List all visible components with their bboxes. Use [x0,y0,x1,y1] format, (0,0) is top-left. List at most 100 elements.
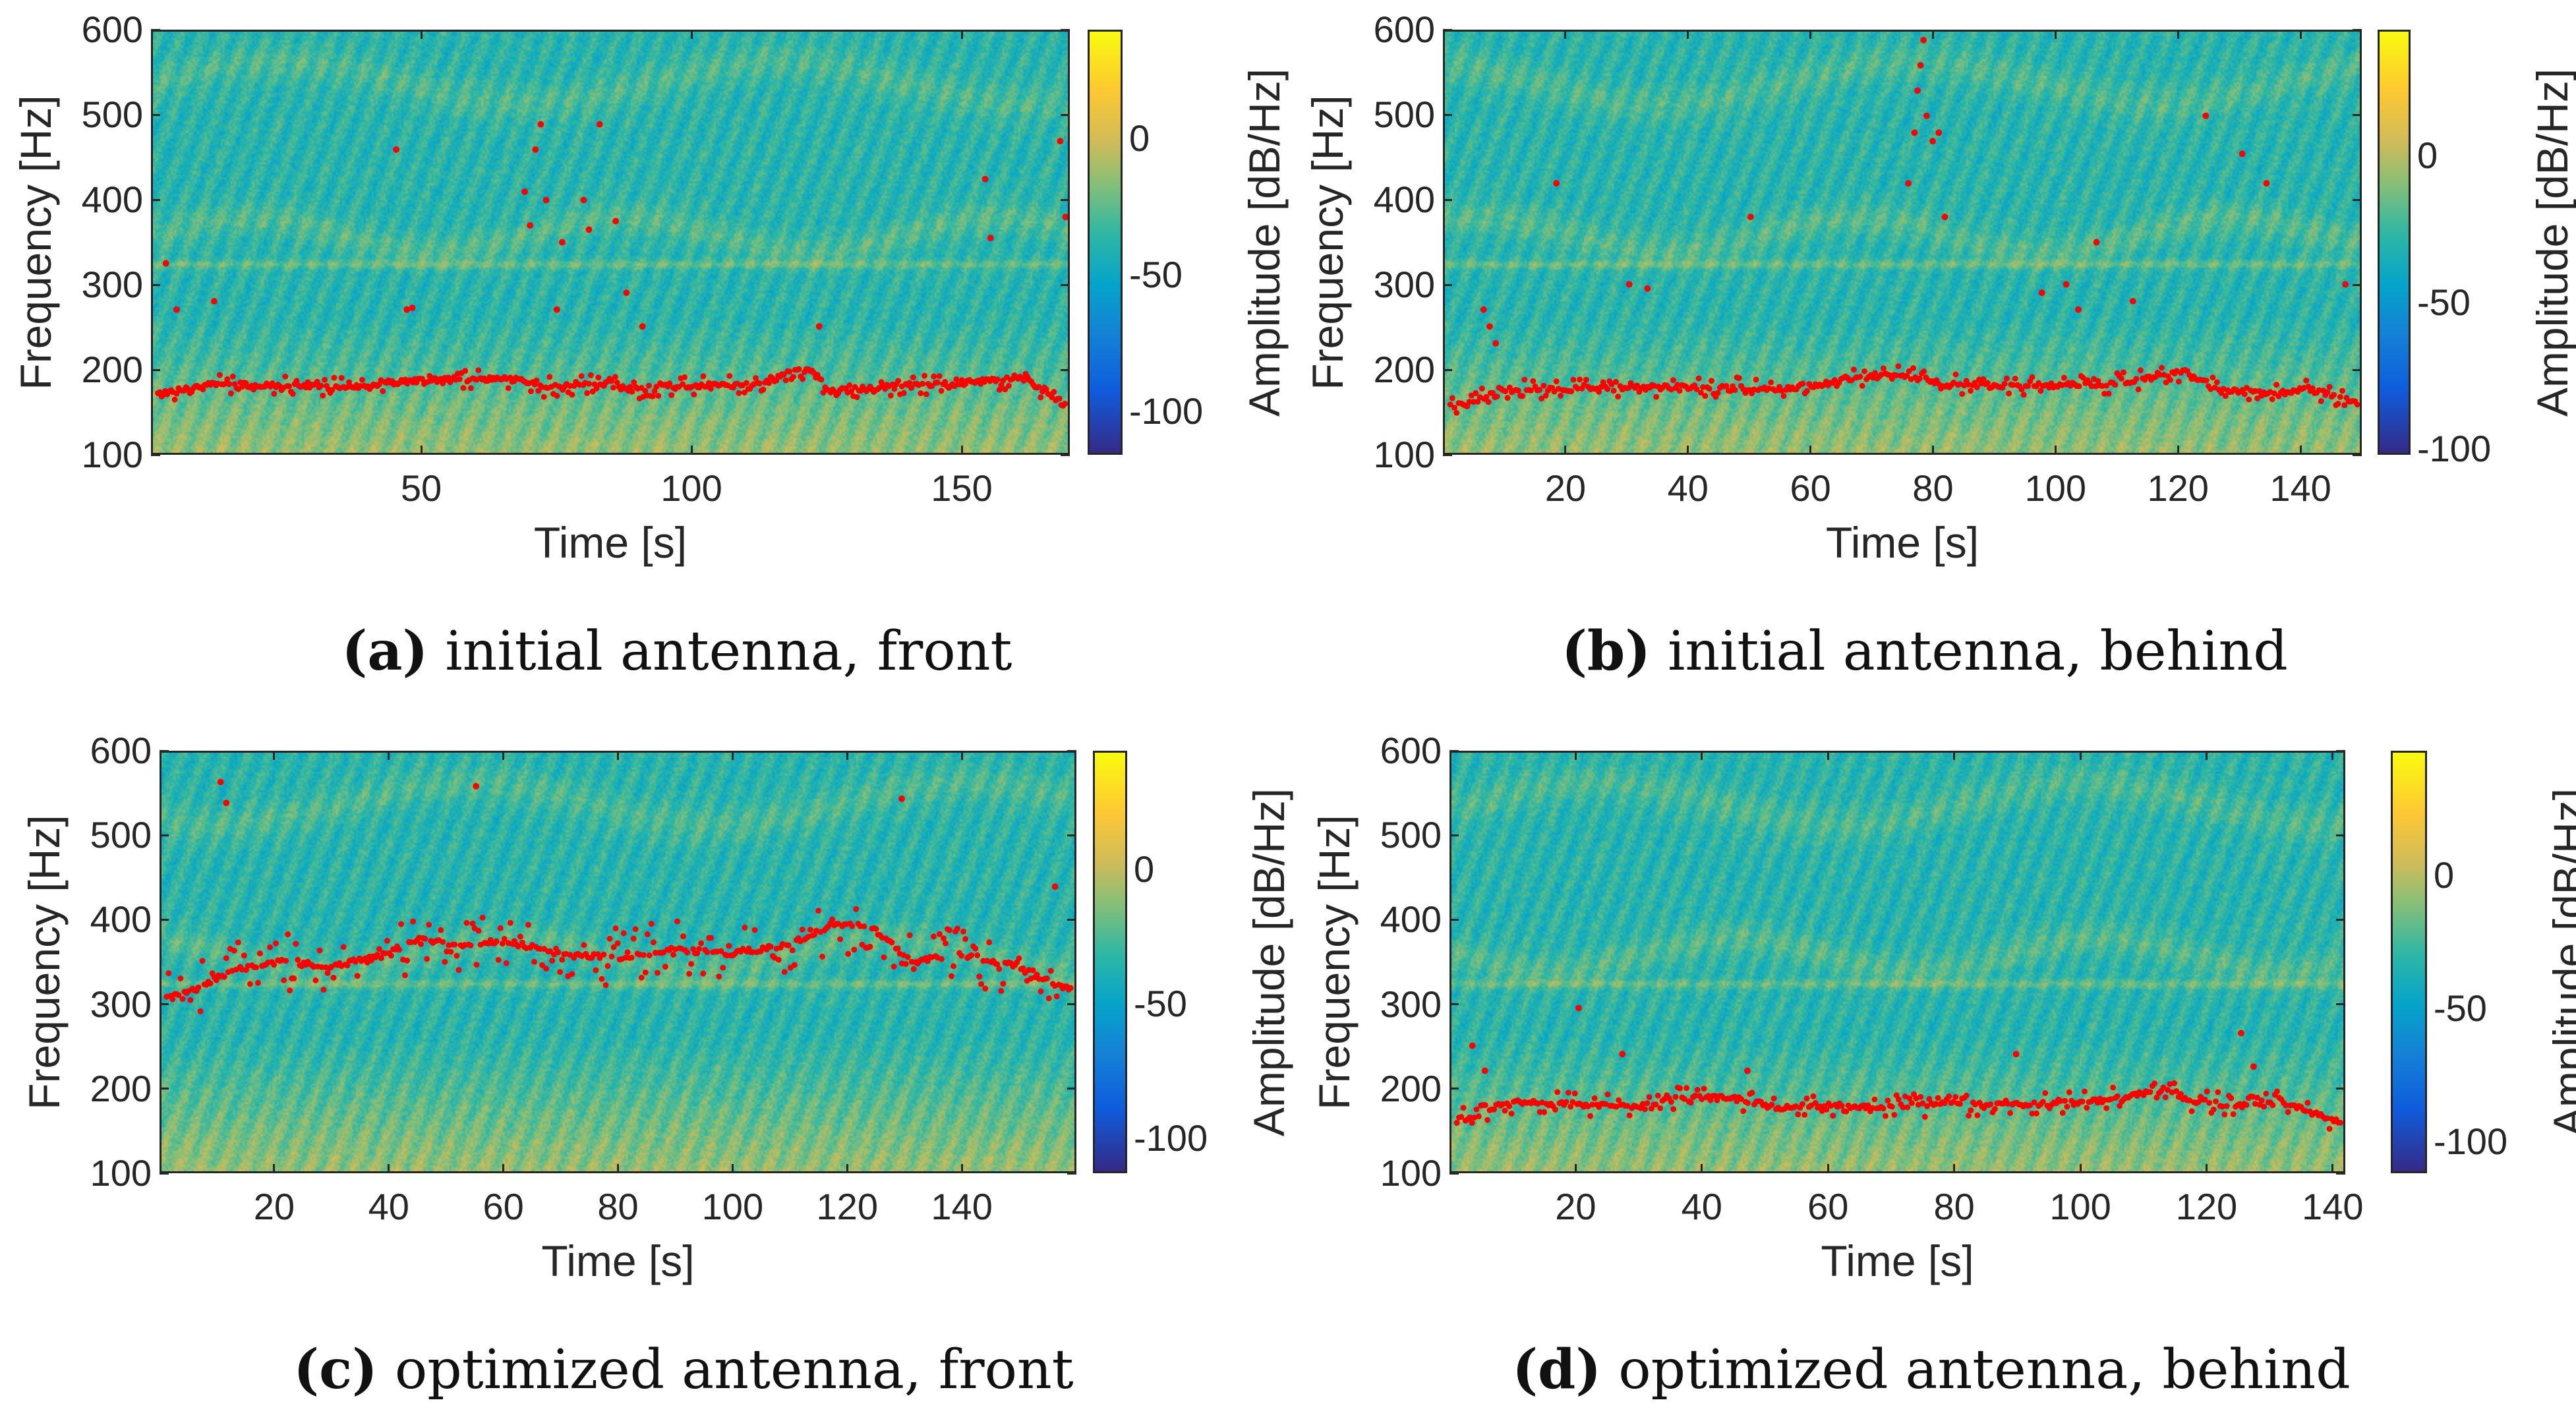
pitch-point [953,376,960,382]
pitch-point [796,366,802,372]
pitch-point [1053,993,1060,1000]
pitch-point [610,944,617,950]
pitch-point [2203,377,2210,384]
caption-tag: (c) [293,1338,378,1401]
pitch-point [900,390,907,396]
spectrogram-plot-area [1449,751,2345,1173]
subfigure-caption: (c) optimized antenna, front [293,1338,1073,1401]
pitch-point [1475,1113,1482,1120]
pitch-point [2258,1097,2265,1104]
pitch-point [440,380,446,387]
x-tick-mark [1827,1164,1829,1173]
pitch-point [908,384,915,391]
pitch-point [600,951,607,958]
x-tick-mark [1953,1164,1956,1173]
pitch-point [1865,1102,1871,1109]
pitch-point [642,969,649,975]
pitch-point [1980,376,1987,382]
pitch-outlier-point [1575,1004,1582,1012]
pitch-point [936,931,943,937]
pitch-point [666,380,673,387]
pitch-point [1460,1105,1467,1111]
pitch-point [555,949,562,956]
pitch-point [2033,1110,2039,1117]
pitch-outlier-point [1914,87,1921,94]
pitch-outlier-point [403,306,411,313]
colorbar-tick-label: 0 [1134,848,1155,890]
pitch-point [224,376,231,382]
x-tick-mark [2205,1164,2208,1173]
pitch-point [223,955,229,962]
pitch-point [440,939,446,945]
pitch-point [690,946,697,952]
pitch-track-overlay [1453,1004,2343,1132]
y-tick-label: 500 [81,94,143,135]
pitch-outlier-point [1923,112,1930,119]
pitch-point [1596,388,1602,395]
pitch-point [200,386,206,393]
pitch-point [2064,1103,2070,1110]
y-tick-mark [1067,1003,1076,1006]
y-tick-mark [1449,918,1459,921]
pitch-point [1020,965,1026,972]
pitch-point [1591,1095,1598,1101]
y-tick-mark [160,1172,169,1175]
colorbar-tick-label: 0 [2434,854,2455,896]
x-tick-mark [420,446,423,455]
pitch-point [1045,995,1052,1002]
pitch-point [448,948,454,955]
pitch-point [889,939,895,946]
pitch-point [845,950,852,957]
x-tick-mark [273,751,276,760]
pitch-point [1952,371,1959,378]
pitch-point [1869,1105,1876,1111]
pitch-outlier-point [210,298,218,305]
pitch-point [1736,375,1742,381]
pitch-point [2283,1102,2289,1109]
pitch-point [285,931,291,938]
pitch-point [1881,365,1887,372]
pitch-point [1861,368,1867,374]
pitch-point [1563,1099,1569,1105]
pitch-outlier-point [532,146,539,153]
pitch-point [688,960,695,967]
y-tick-label: 600 [1380,730,1442,771]
y-tick-label: 500 [1373,94,1435,135]
pitch-point [2261,1103,2268,1110]
pitch-point [1830,1113,1836,1119]
x-tick-mark [1809,30,1812,39]
pitch-point [527,388,534,395]
pitch-point [1968,1107,1974,1114]
pitch-point [2339,388,2345,394]
pitch-point [293,378,300,384]
pitch-point [1838,1103,1845,1109]
pitch-outlier-point [2239,150,2246,158]
pitch-point [1697,390,1704,396]
pitch-point [649,393,656,399]
pitch-point [2042,1090,2049,1096]
x-tick-mark [1701,1164,1703,1173]
pitch-point [620,930,627,937]
pitch-outlier-point [2063,281,2070,288]
pitch-point [942,940,949,946]
pitch-point [2153,1094,2160,1101]
x-tick-mark [420,30,423,39]
y-tick-mark [2353,453,2362,456]
pitch-point [1478,386,1485,392]
pitch-point [344,962,351,969]
pitch-point [581,942,587,948]
pitch-point [452,941,458,948]
pitch-point [1712,1093,1718,1099]
pitch-point [354,973,361,979]
pitch-point [1500,1101,1506,1107]
pitch-point [1536,387,1542,393]
pitch-point [402,972,408,979]
pitch-point [340,944,347,950]
pitch-point [1956,1101,1963,1107]
x-tick-mark [1574,751,1577,760]
y-tick-label: 300 [90,983,152,1025]
y-tick-mark [1443,28,1452,31]
pitch-point [2331,392,2337,398]
x-tick-label: 100 [2024,467,2087,509]
pitch-point [1893,372,1900,378]
